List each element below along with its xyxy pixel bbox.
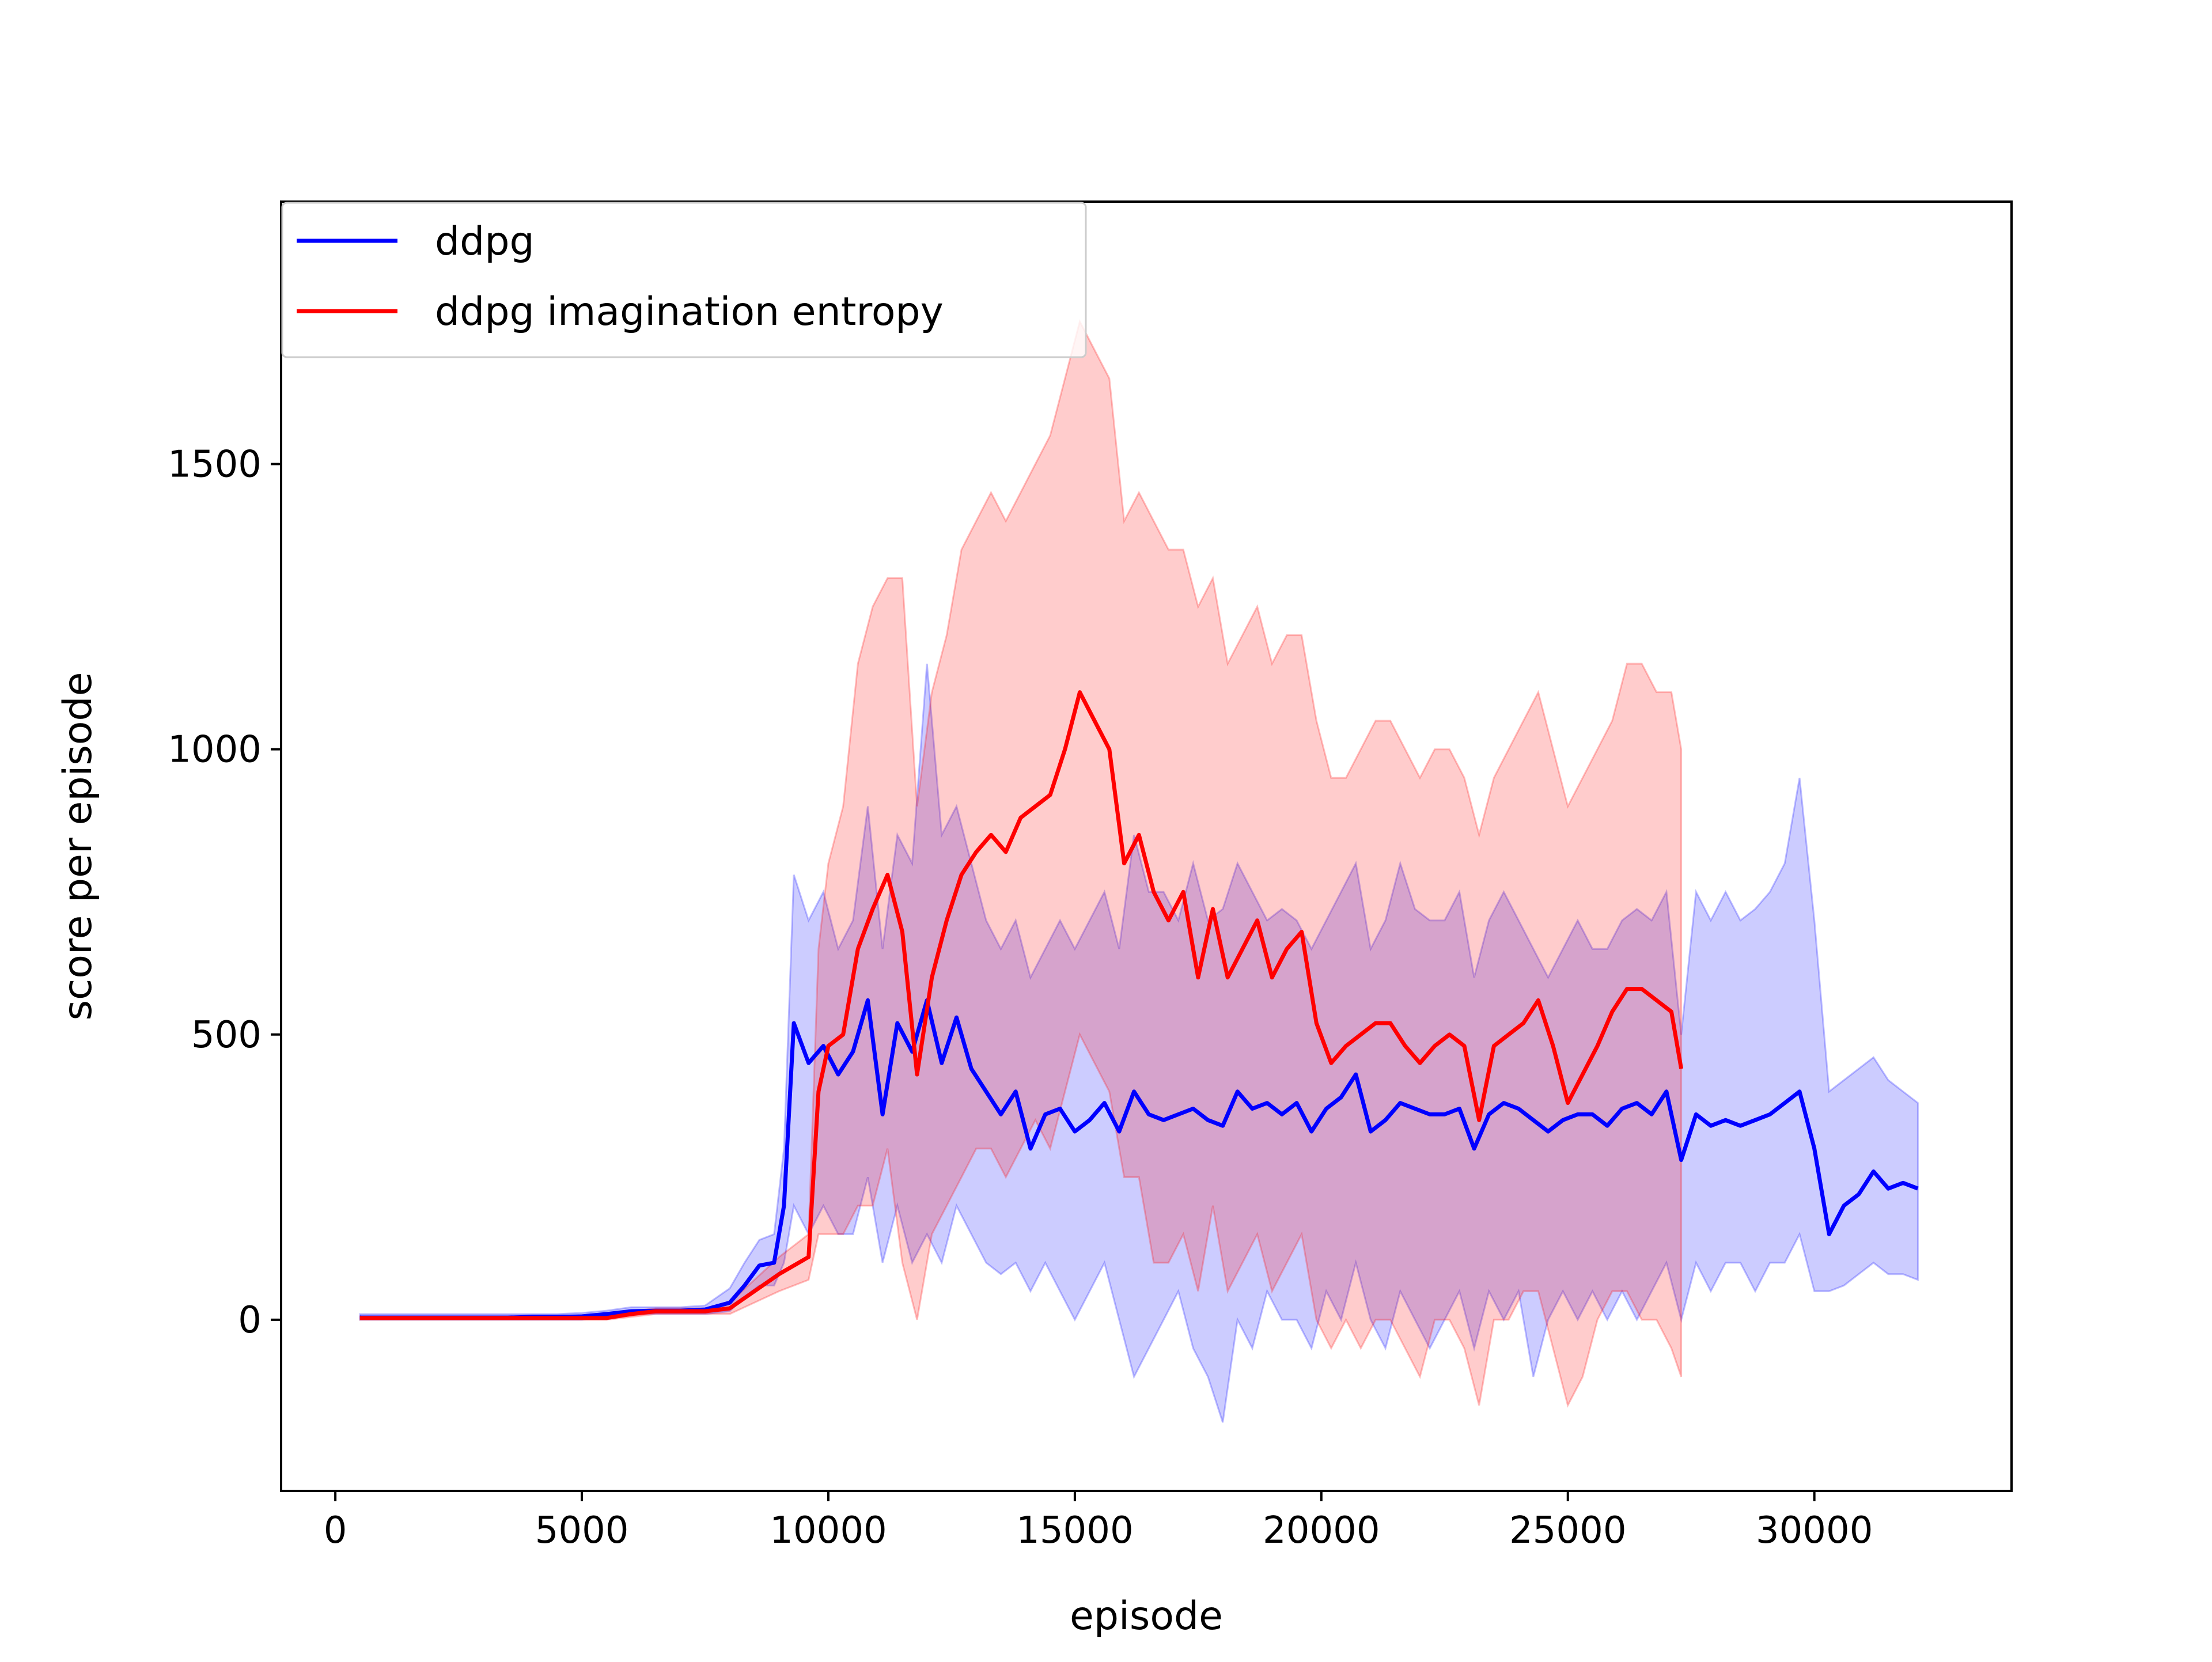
x-axis-ticks: 0 5000 10000 15000 20000 25000 30000 [324,1491,1873,1552]
x-tick-label: 20000 [1263,1509,1380,1552]
series-line-ddpg-imagination-entropy [359,690,1684,1320]
y-axis-label: score per episode [55,672,101,1021]
confidence-bands [359,319,1919,1423]
y-axis-ticks: 0 500 1000 1500 [168,444,281,1342]
x-tick-label: 5000 [535,1509,629,1552]
legend-box [281,202,1087,358]
legend-label-ddpg-imagination-entropy: ddpg imagination entropy [435,289,944,335]
x-tick-label: 15000 [1016,1509,1134,1552]
y-tick-label: 0 [238,1299,262,1342]
x-tick-label: 25000 [1509,1509,1627,1552]
y-tick-label: 500 [191,1014,262,1057]
x-tick-label: 0 [324,1509,347,1552]
legend-label-ddpg: ddpg [435,219,535,264]
legend: ddpg ddpg imagination entropy [281,202,1087,358]
series-lines [359,690,1919,1320]
plot-frame [280,200,2013,1492]
band-ddpg [359,663,1919,1423]
y-tick-label: 1000 [168,729,262,771]
series-line-ddpg [359,998,1919,1320]
band-ddpg-imagination-entropy [359,319,1683,1408]
y-tick-label: 1500 [168,444,262,486]
x-tick-label: 30000 [1756,1509,1873,1552]
x-axis-label: episode [1070,1593,1223,1639]
x-tick-label: 10000 [770,1509,887,1552]
